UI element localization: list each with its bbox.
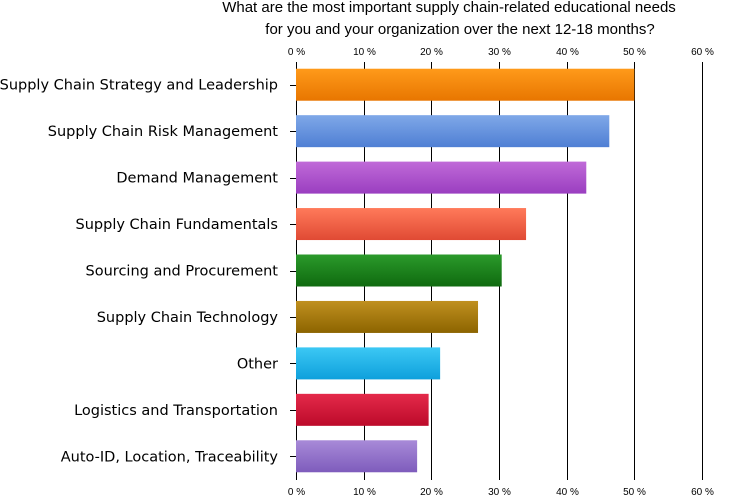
x-tick-label-bottom: 0 %: [288, 487, 305, 498]
x-tick-label-bottom: 10 %: [353, 487, 376, 498]
bar: [296, 68, 635, 101]
category-label: Auto-ID, Location, Traceability: [61, 449, 279, 465]
bar: [296, 440, 418, 473]
category-labels: Supply Chain Strategy and Leadership Supp…: [0, 78, 296, 465]
category-label: Supply Chain Risk Management: [48, 124, 279, 140]
bar: [296, 161, 587, 194]
bar: [296, 300, 479, 333]
bars: [296, 68, 635, 473]
x-tick-label-bottom: 40 %: [556, 487, 579, 498]
bar: [296, 393, 429, 426]
x-axis-bottom-ticks: 0 % 10 % 20 % 30 % 40 % 50 % 60 %: [288, 487, 714, 498]
category-label: Sourcing and Procurement: [86, 264, 279, 280]
x-tick-label-top: 50 %: [623, 47, 646, 58]
x-tick-label-bottom: 60 %: [691, 487, 714, 498]
x-tick-label-bottom: 30 %: [488, 487, 511, 498]
chart-title-line-2: for you and your organization over the n…: [265, 21, 654, 38]
x-tick-label-bottom: 50 %: [623, 487, 646, 498]
category-label: Supply Chain Strategy and Leadership: [0, 78, 278, 94]
bar: [296, 254, 502, 287]
chart-title-line-1: What are the most important supply chain…: [222, 0, 676, 16]
bar: [296, 347, 441, 380]
category-label: Supply Chain Fundamentals: [76, 217, 278, 233]
x-tick-label-bottom: 20 %: [420, 487, 443, 498]
bar: [296, 208, 527, 241]
x-tick-label-top: 0 %: [288, 47, 305, 58]
x-tick-label-top: 30 %: [488, 47, 511, 58]
x-axis-top-ticks: 0 % 10 % 20 % 30 % 40 % 50 % 60 %: [288, 47, 714, 58]
category-label: Logistics and Transportation: [74, 403, 278, 419]
x-tick-label-top: 40 %: [556, 47, 579, 58]
x-tick-label-top: 10 %: [353, 47, 376, 58]
category-label: Demand Management: [116, 171, 278, 187]
x-tick-label-top: 20 %: [420, 47, 443, 58]
category-label: Other: [237, 356, 278, 372]
bar: [296, 115, 610, 148]
x-tick-label-top: 60 %: [691, 47, 714, 58]
chart-title: What are the most important supply chain…: [222, 0, 676, 38]
category-label: Supply Chain Technology: [97, 310, 279, 326]
